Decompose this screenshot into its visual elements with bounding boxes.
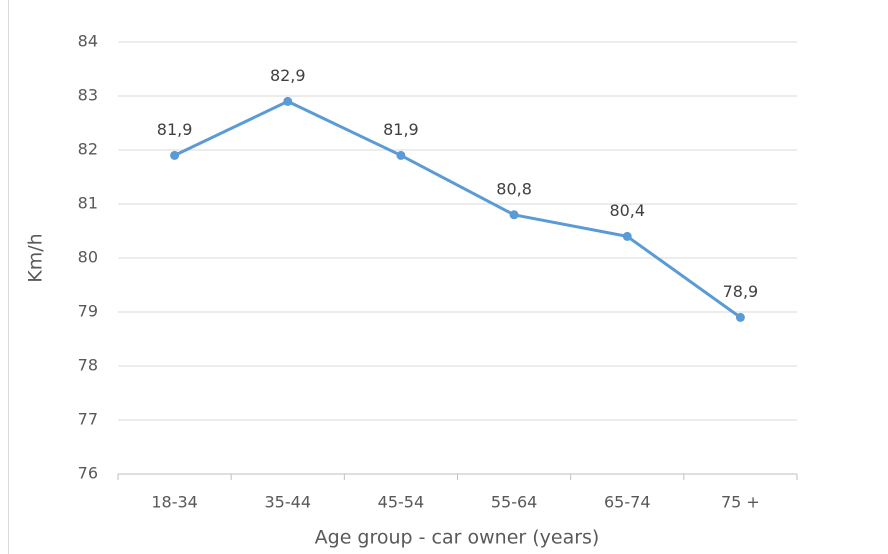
y-tick-label: 83	[78, 86, 98, 105]
data-label: 81,9	[157, 120, 193, 139]
y-tick-label: 77	[78, 410, 98, 429]
data-point	[283, 96, 293, 106]
x-tick-label: 65-74	[604, 493, 651, 512]
y-tick-label: 81	[78, 194, 98, 213]
y-axis-title: Km/h	[25, 233, 47, 282]
data-point	[622, 231, 632, 241]
x-tick-label: 75 +	[721, 493, 760, 512]
x-axis-title: Age group - car owner (years)	[315, 527, 600, 549]
y-tick-label: 76	[78, 464, 98, 483]
y-tick-label: 82	[78, 140, 98, 159]
y-tick-label: 79	[78, 302, 98, 321]
x-tick-label: 55-64	[491, 493, 538, 512]
x-tick-label: 35-44	[265, 493, 312, 512]
data-point	[735, 312, 745, 322]
data-point	[170, 150, 180, 160]
data-label: 82,9	[270, 66, 306, 85]
data-label: 80,4	[609, 201, 645, 220]
data-line	[173, 99, 742, 319]
data-label: 80,8	[496, 179, 532, 198]
data-label: 78,9	[723, 282, 759, 301]
data-point	[396, 150, 406, 160]
y-tick-label: 80	[78, 248, 98, 267]
y-tick-label: 84	[78, 32, 98, 51]
data-label: 81,9	[383, 120, 419, 139]
data-point	[509, 210, 519, 220]
x-tick-label: 18-34	[151, 493, 198, 512]
y-tick-label: 78	[78, 356, 98, 375]
x-tick-label: 45-54	[378, 493, 425, 512]
